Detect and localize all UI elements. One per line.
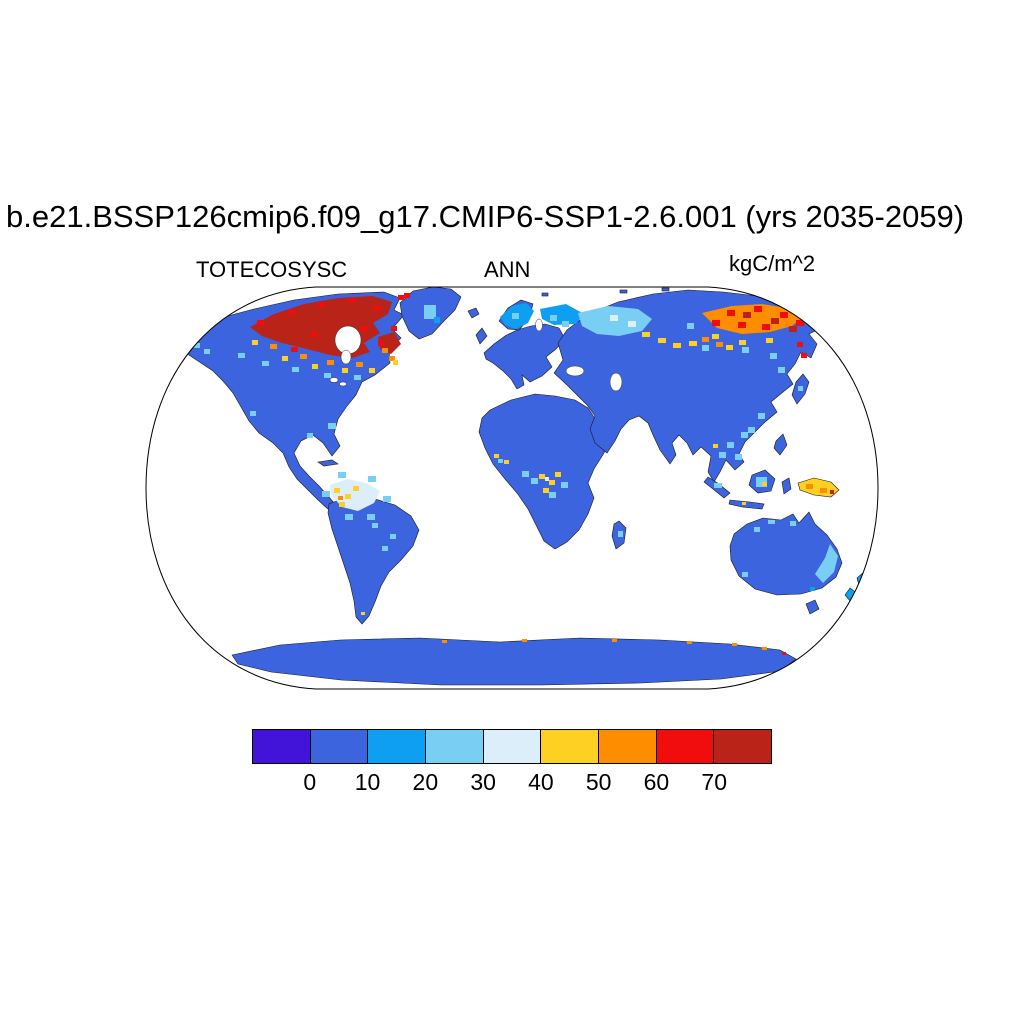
continent-europe	[483, 323, 566, 390]
colorbar-tick-label: 30	[470, 769, 496, 795]
black-sea	[565, 365, 585, 377]
colorbar-tick-label: 50	[585, 769, 612, 795]
units-label: kgC/m^2	[729, 251, 816, 276]
island-java	[728, 499, 765, 510]
island-britain	[475, 327, 488, 345]
plot-title: b.e21.BSSP126cmip6.f09_g17.CMIP6-SSP1-2.…	[6, 199, 965, 234]
continent-australia	[729, 511, 843, 596]
colorbar-tick-label: 0	[303, 769, 317, 795]
patch-maritime-continent	[714, 477, 834, 505]
patch-australia	[742, 520, 838, 591]
colorbar	[252, 729, 772, 764]
island-tasmania	[805, 599, 820, 615]
colorbar-ticks: 0 10 20 30 40 50 60 70	[252, 769, 772, 799]
island-iceland	[467, 307, 480, 319]
colorbar-tick-label: 20	[412, 769, 439, 795]
island-new-guinea	[797, 477, 840, 498]
world-map	[142, 283, 882, 693]
hudson-bay	[334, 325, 362, 355]
patch-north-europe	[500, 303, 584, 329]
island-arctic-1	[619, 289, 628, 294]
island-cuba	[317, 459, 339, 467]
patch-southeast-asia	[713, 432, 748, 460]
colorbar-cell	[310, 730, 369, 763]
island-arctic-2	[661, 287, 670, 292]
world-map-svg	[145, 286, 879, 690]
inland-water	[329, 318, 623, 392]
patch-east-asia	[748, 353, 803, 433]
variable-label: TOTECOSYSC	[196, 257, 348, 282]
colorbar-cell	[599, 730, 657, 763]
map-outline-stroke	[145, 286, 879, 690]
colorbar-cell	[541, 730, 600, 763]
colorbar-cell	[714, 730, 772, 763]
colorbar-cell	[253, 730, 311, 763]
patch-us	[250, 411, 336, 438]
colorbar-cell	[656, 730, 715, 763]
patch-west-siberia	[578, 306, 723, 348]
great-lakes-2	[339, 381, 347, 387]
island-svalbard	[541, 292, 549, 297]
colorbar-tick-label: 60	[643, 769, 670, 795]
patch-east-siberia	[687, 304, 807, 358]
island-sulawesi	[781, 477, 792, 495]
continent-africa	[478, 393, 611, 550]
james-bay	[340, 349, 352, 365]
colorbar-tick-label: 70	[701, 769, 728, 795]
patch-south-america-misc	[361, 523, 396, 615]
great-lakes-1	[329, 377, 339, 383]
patch-greenland	[404, 293, 440, 323]
colorbar-cell	[483, 730, 542, 763]
island-philippines	[773, 433, 788, 456]
patch-africa	[494, 454, 623, 537]
season-label: ANN	[484, 257, 531, 282]
patch-antarctica-edge	[442, 639, 786, 655]
continent-antarctica	[231, 637, 797, 686]
caspian-sea	[609, 372, 623, 392]
colorbar-cell	[426, 730, 484, 763]
colorbar-cell	[368, 730, 427, 763]
colorbar-tick-label: 10	[354, 769, 381, 795]
baltic-sea	[535, 318, 543, 332]
colorbar-tick-label: 40	[528, 769, 554, 795]
continent-south-america	[327, 494, 420, 625]
patch-amazon	[322, 472, 391, 520]
